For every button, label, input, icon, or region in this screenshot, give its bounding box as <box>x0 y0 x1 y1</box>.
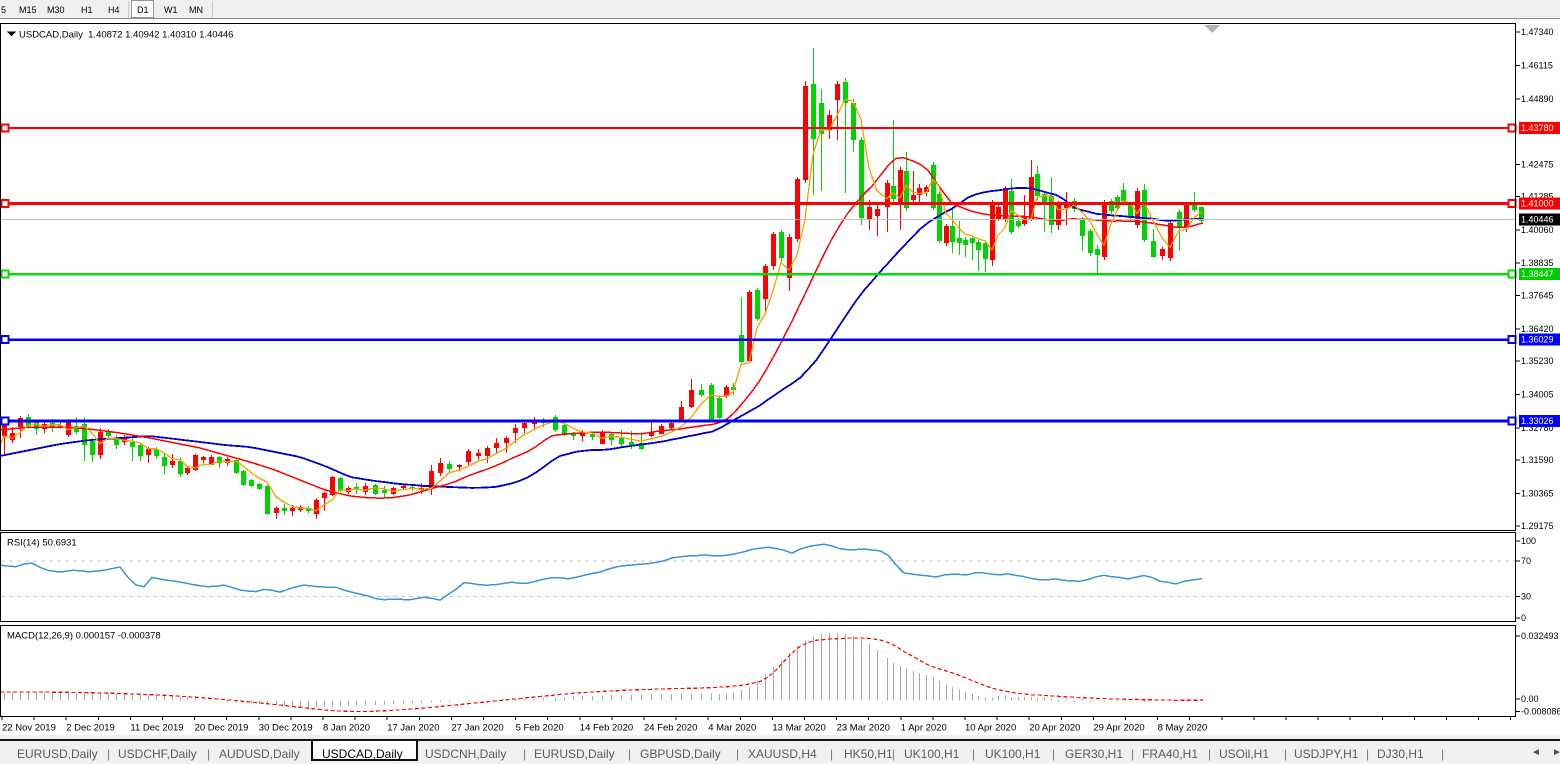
svg-text:1.40446: 1.40446 <box>1521 215 1554 225</box>
svg-text:-0.008086: -0.008086 <box>1521 707 1560 717</box>
svg-text:1.29175: 1.29175 <box>1521 521 1554 531</box>
svg-text:10 Apr 2020: 10 Apr 2020 <box>965 723 1016 734</box>
svg-text:1.33026: 1.33026 <box>1521 416 1554 426</box>
svg-text:4 Mar 2020: 4 Mar 2020 <box>708 723 756 734</box>
svg-text:1.34005: 1.34005 <box>1521 390 1554 400</box>
svg-text:1.43780: 1.43780 <box>1521 123 1554 133</box>
svg-text:1.41285: 1.41285 <box>1521 192 1554 202</box>
svg-text:30: 30 <box>1521 592 1531 602</box>
svg-text:RSI(14) 50.6931: RSI(14) 50.6931 <box>7 538 77 549</box>
svg-text:22 Nov 2019: 22 Nov 2019 <box>2 723 56 734</box>
svg-text:1.44890: 1.44890 <box>1521 94 1554 104</box>
svg-text:20 Dec 2019: 20 Dec 2019 <box>195 723 249 734</box>
svg-text:1 Apr 2020: 1 Apr 2020 <box>901 723 947 734</box>
svg-text:8 May 2020: 8 May 2020 <box>1158 723 1208 734</box>
svg-text:USDCAD,Daily 1.40872 1.40942: USDCAD,Daily 1.40872 1.40942 1.40310 1.4… <box>19 30 233 41</box>
svg-text:1.38835: 1.38835 <box>1521 258 1554 268</box>
svg-text:100: 100 <box>1521 536 1536 546</box>
svg-text:MACD(12,26,9) 0.000157 -0.0003: MACD(12,26,9) 0.000157 -0.000378 <box>7 631 161 642</box>
svg-text:30 Dec 2019: 30 Dec 2019 <box>259 723 313 734</box>
svg-text:1.32780: 1.32780 <box>1521 423 1554 433</box>
svg-text:20 Apr 2020: 20 Apr 2020 <box>1029 723 1080 734</box>
svg-text:13 Mar 2020: 13 Mar 2020 <box>772 723 825 734</box>
svg-text:29 Apr 2020: 29 Apr 2020 <box>1093 723 1144 734</box>
svg-text:1.36420: 1.36420 <box>1521 324 1554 334</box>
svg-text:1.36029: 1.36029 <box>1521 335 1554 345</box>
svg-text:11 Dec 2019: 11 Dec 2019 <box>130 723 183 734</box>
svg-text:70: 70 <box>1521 556 1531 566</box>
svg-text:27 Jan 2020: 27 Jan 2020 <box>451 723 503 734</box>
svg-text:0.032493: 0.032493 <box>1521 631 1559 641</box>
svg-text:1.42475: 1.42475 <box>1521 159 1554 169</box>
svg-text:17 Jan 2020: 17 Jan 2020 <box>387 723 439 734</box>
svg-text:14 Feb 2020: 14 Feb 2020 <box>580 723 633 734</box>
svg-text:1.31590: 1.31590 <box>1521 455 1554 465</box>
svg-text:1.40060: 1.40060 <box>1521 225 1554 235</box>
svg-text:2 Dec 2019: 2 Dec 2019 <box>66 723 115 734</box>
svg-text:0: 0 <box>1521 613 1526 623</box>
svg-text:1.47340: 1.47340 <box>1521 27 1554 37</box>
svg-text:0.00: 0.00 <box>1521 694 1539 704</box>
svg-text:1.41000: 1.41000 <box>1521 199 1554 209</box>
svg-text:5 Feb 2020: 5 Feb 2020 <box>516 723 564 734</box>
svg-text:8 Jan 2020: 8 Jan 2020 <box>323 723 370 734</box>
svg-text:1.30365: 1.30365 <box>1521 489 1554 499</box>
svg-text:23 Mar 2020: 23 Mar 2020 <box>837 723 890 734</box>
svg-text:1.35230: 1.35230 <box>1521 356 1554 366</box>
svg-text:1.38447: 1.38447 <box>1521 269 1554 279</box>
svg-text:24 Feb 2020: 24 Feb 2020 <box>644 723 697 734</box>
svg-text:1.46115: 1.46115 <box>1521 61 1553 71</box>
svg-text:1.37645: 1.37645 <box>1521 291 1554 301</box>
